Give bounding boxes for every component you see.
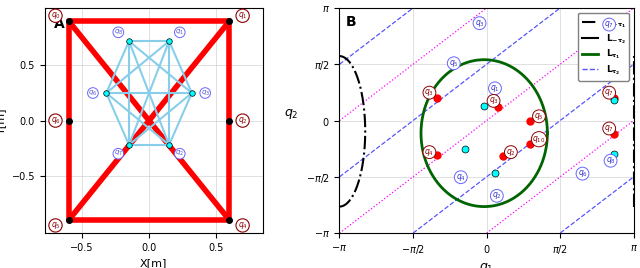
Text: $q_7$: $q_7$ xyxy=(604,87,614,98)
Text: $q_1$: $q_1$ xyxy=(175,28,184,37)
Text: $q_2$: $q_2$ xyxy=(492,190,502,201)
Text: $q_5$: $q_5$ xyxy=(534,111,544,122)
Text: $q_3$: $q_3$ xyxy=(200,88,210,98)
Y-axis label: Y[m]: Y[m] xyxy=(0,107,6,134)
Text: $q_0$: $q_0$ xyxy=(51,10,60,21)
Text: $q_6$: $q_6$ xyxy=(51,115,60,126)
Text: $q_2$: $q_2$ xyxy=(175,149,184,158)
Text: $q_5$: $q_5$ xyxy=(449,58,459,69)
Text: $q_2$: $q_2$ xyxy=(506,147,516,158)
Text: $q_8$: $q_8$ xyxy=(605,155,616,166)
Text: $q_8$: $q_8$ xyxy=(114,28,123,37)
Text: $q_4$: $q_4$ xyxy=(237,220,248,231)
Text: $q_7$: $q_7$ xyxy=(604,19,614,30)
Text: $q_1$: $q_1$ xyxy=(490,83,500,94)
Text: $q_7$: $q_7$ xyxy=(114,149,123,158)
Text: $q_7$: $q_7$ xyxy=(604,123,614,134)
Text: $q_4$: $q_4$ xyxy=(456,172,466,183)
Text: $q_2$: $q_2$ xyxy=(237,115,248,126)
Text: $q_3$: $q_3$ xyxy=(475,18,484,29)
Text: $q_6$: $q_6$ xyxy=(88,88,97,98)
Text: $q_1$: $q_1$ xyxy=(238,10,248,21)
Text: B: B xyxy=(346,15,356,29)
Text: $q_5$: $q_5$ xyxy=(51,220,60,231)
Y-axis label: $q_2$: $q_2$ xyxy=(284,107,299,121)
Text: $q_3$: $q_3$ xyxy=(424,87,435,98)
Legend: $\mathbf{L_{-\tau_1}}$, $\mathbf{L_{-\tau_2}}$, $\mathbf{L_{\tau_1}}$, $\mathbf{: $\mathbf{L_{-\tau_1}}$, $\mathbf{L_{-\ta… xyxy=(579,13,629,81)
Text: A: A xyxy=(54,17,64,31)
Text: $q_{10}$: $q_{10}$ xyxy=(532,134,546,145)
X-axis label: X[m]: X[m] xyxy=(140,258,168,268)
Text: $q_6$: $q_6$ xyxy=(577,168,588,179)
Text: $q_4$: $q_4$ xyxy=(424,147,435,158)
X-axis label: $q_1$: $q_1$ xyxy=(479,262,494,268)
Text: $q_3$: $q_3$ xyxy=(488,95,499,106)
